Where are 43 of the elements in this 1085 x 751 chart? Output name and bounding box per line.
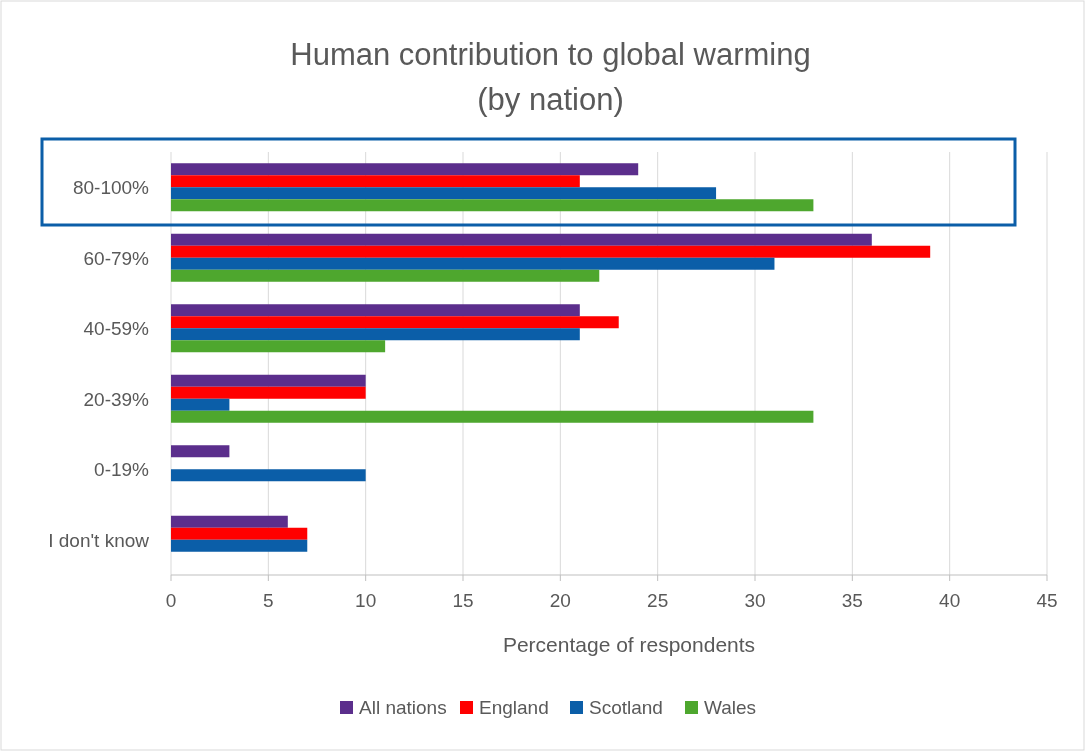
bar bbox=[171, 398, 230, 411]
y-tick-label: 0-19% bbox=[94, 459, 150, 481]
x-axis-title: Percentage of respondents bbox=[502, 633, 756, 656]
bar bbox=[171, 269, 600, 282]
bar bbox=[171, 527, 308, 540]
bar bbox=[171, 410, 814, 423]
bar bbox=[171, 316, 619, 329]
y-tick-label: 40-59% bbox=[83, 318, 150, 340]
bar bbox=[171, 304, 580, 317]
x-tick-label: 5 bbox=[263, 590, 274, 611]
bar bbox=[171, 515, 288, 528]
x-tick-label: 15 bbox=[452, 590, 474, 611]
bar bbox=[171, 233, 872, 246]
bar bbox=[171, 374, 366, 387]
x-tick-label: 20 bbox=[549, 590, 571, 611]
x-tick-label: 0 bbox=[165, 590, 177, 611]
bar bbox=[171, 340, 386, 353]
legend-label: Wales bbox=[704, 697, 757, 718]
x-tick-label: 35 bbox=[841, 590, 863, 611]
legend-label: England bbox=[479, 697, 549, 718]
bar bbox=[171, 386, 366, 399]
y-tick-label: 20-39% bbox=[83, 388, 150, 410]
bar bbox=[171, 257, 775, 270]
bar bbox=[171, 539, 308, 552]
x-tick-label: 10 bbox=[355, 590, 377, 611]
bar bbox=[171, 163, 639, 176]
x-tick-label: 30 bbox=[744, 590, 766, 611]
bar bbox=[171, 199, 814, 212]
y-tick-label: 60-79% bbox=[83, 247, 150, 269]
bar bbox=[171, 445, 230, 458]
bar bbox=[171, 469, 366, 482]
x-tick-label: 40 bbox=[939, 590, 961, 611]
legend-label: Scotland bbox=[589, 697, 663, 718]
chart-title: Human contribution to global warming (by nation) bbox=[290, 37, 811, 117]
x-tick-label: 25 bbox=[647, 590, 669, 611]
y-tick-label: 80-100% bbox=[72, 177, 150, 199]
y-tick-label: I don't know bbox=[48, 529, 150, 551]
x-tick-label: 45 bbox=[1036, 590, 1058, 611]
legend-label: All nations bbox=[359, 697, 447, 718]
bar bbox=[171, 245, 931, 258]
bar bbox=[171, 187, 717, 200]
bar bbox=[171, 328, 580, 341]
bar bbox=[171, 175, 580, 188]
